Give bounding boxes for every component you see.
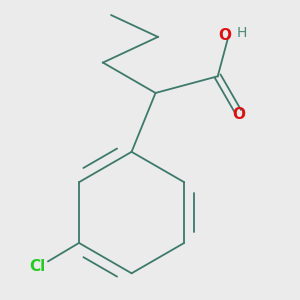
Text: Cl: Cl [29,260,45,274]
Text: O: O [232,106,245,122]
Text: H: H [237,26,247,40]
Text: O: O [218,28,231,43]
